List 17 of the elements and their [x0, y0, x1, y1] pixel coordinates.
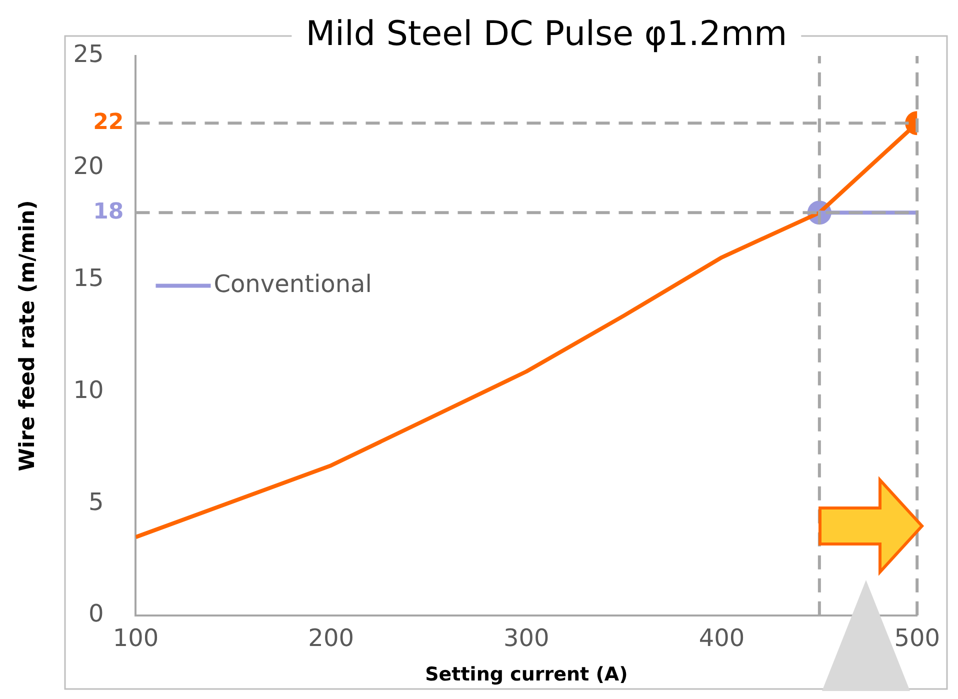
y-tick-label: 10	[73, 376, 104, 404]
y-axis-title: Wire feed rate (m/min)	[15, 200, 40, 472]
x-tick-label: 200	[308, 624, 354, 652]
x-axis-title: Setting current (A)	[425, 664, 628, 686]
x-tick-label: 400	[698, 624, 745, 652]
y-tick-label: 5	[88, 488, 104, 516]
y-tick-label: 0	[88, 600, 104, 628]
ref-line-label: 22	[93, 110, 124, 135]
x-tick-label: 500	[894, 624, 940, 652]
ref-line-label: 18	[93, 199, 124, 224]
x-tick-label: 300	[504, 624, 550, 652]
x-tick-label: 100	[112, 624, 159, 652]
y-tick-label: 25	[73, 40, 104, 68]
y-tick-label: 20	[73, 152, 104, 180]
y-tick-label: 15	[73, 264, 104, 292]
chart-title: Mild Steel DC Pulse φ1.2mm	[306, 14, 788, 54]
legend-label: Conventional	[214, 270, 372, 298]
